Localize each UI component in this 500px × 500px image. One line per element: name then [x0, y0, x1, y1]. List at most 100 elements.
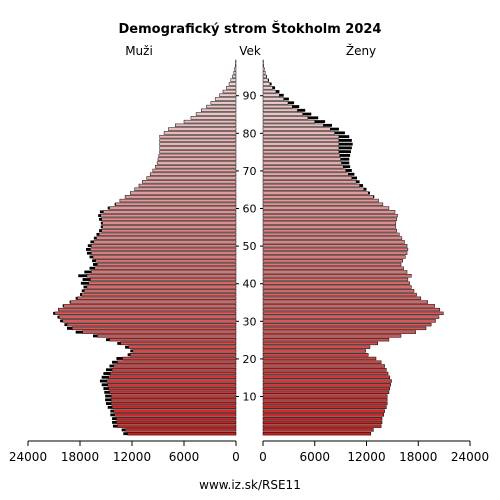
bar-women-age-0 [262, 431, 372, 436]
bar-men-age-78 [159, 138, 237, 143]
bar-men-age-52 [96, 236, 237, 240]
bar-women-age-49 [262, 247, 409, 252]
footer-text: www.iz.sk/RSE11 [199, 478, 301, 492]
surplus-men-age-0 [123, 432, 128, 436]
bar-women-age-78 [262, 138, 340, 143]
bar-women-age-15 [262, 375, 391, 379]
bar-women-age-4 [262, 416, 383, 421]
bar-men-age-83 [183, 119, 237, 124]
bar-men-age-1 [124, 428, 237, 432]
surplus-women-age-93 [269, 82, 272, 86]
bar-men-age-43 [91, 270, 237, 274]
bar-men-age-62 [119, 198, 237, 203]
surplus-men-age-24 [117, 342, 121, 345]
surplus-men-age-35 [69, 300, 71, 304]
bar-men-age-34 [63, 304, 237, 308]
bar-women-age-64 [262, 191, 369, 195]
bar-women-age-34 [262, 304, 435, 308]
center-label: Vek [239, 44, 261, 58]
surplus-women-age-69 [348, 172, 355, 176]
bar-women-age-1 [262, 428, 374, 432]
bar-women-age-52 [262, 236, 403, 240]
bar-men-age-26 [97, 334, 237, 338]
bar-men-age-31 [58, 315, 237, 319]
bar-men-age-53 [98, 232, 237, 237]
x-tick-label-left: 12000 [113, 450, 151, 464]
x-tick-label-right: 24000 [451, 450, 489, 464]
bar-women-age-95 [262, 74, 267, 79]
bar-women-age-74 [262, 153, 341, 158]
age-tick-label: 60 [243, 203, 257, 216]
bar-women-age-37 [262, 292, 417, 297]
surplus-men-age-39 [83, 285, 87, 289]
surplus-women-age-74 [339, 154, 351, 157]
bar-men-age-10 [110, 394, 237, 398]
surplus-men-age-44 [89, 266, 95, 270]
surplus-men-age-41 [82, 278, 91, 281]
bar-men-age-14 [106, 379, 237, 383]
surplus-men-age-11 [104, 390, 110, 394]
bar-women-age-63 [262, 195, 374, 199]
bar-men-age-88 [210, 101, 237, 105]
bar-men-age-94 [230, 78, 237, 82]
bar-women-age-56 [262, 221, 397, 225]
bar-women-age-51 [262, 240, 405, 244]
bar-women-age-94 [262, 78, 269, 82]
bar-men-age-12 [108, 386, 237, 391]
bar-men-age-6 [113, 409, 237, 413]
surplus-men-age-47 [89, 255, 93, 259]
bar-men-age-91 [222, 89, 237, 94]
bar-women-age-29 [262, 322, 432, 327]
bar-men-age-4 [116, 416, 237, 421]
surplus-men-age-46 [92, 259, 96, 263]
bar-men-age-30 [62, 319, 237, 323]
surplus-women-age-64 [368, 191, 370, 195]
bar-women-age-21 [262, 353, 369, 357]
bar-men-age-29 [66, 322, 237, 327]
surplus-men-age-6 [110, 409, 114, 413]
bar-men-age-13 [107, 383, 237, 387]
age-tick-label: 20 [243, 353, 257, 366]
surplus-men-age-26 [93, 334, 98, 338]
left-label: Muži [125, 44, 153, 58]
bar-men-age-22 [132, 349, 237, 353]
surplus-women-age-68 [351, 176, 358, 180]
bar-men-age-55 [102, 225, 237, 229]
surplus-men-age-51 [90, 240, 94, 244]
bar-women-age-27 [262, 330, 416, 334]
surplus-women-age-94 [268, 78, 270, 82]
bar-women-age-65 [262, 187, 365, 191]
surplus-women-age-86 [297, 108, 306, 112]
x-tick-label-left: 18000 [61, 450, 99, 464]
surplus-men-age-25 [106, 338, 110, 342]
bar-women-age-61 [262, 202, 384, 206]
bar-men-age-7 [111, 405, 237, 410]
age-tick-label: 50 [243, 240, 257, 253]
bar-men-age-73 [157, 157, 237, 161]
bar-men-age-15 [108, 375, 237, 379]
bar-women-age-91 [262, 89, 277, 94]
bar-men-age-57 [101, 217, 237, 222]
bar-women-age-40 [262, 281, 410, 285]
bar-women-age-68 [262, 176, 353, 180]
surplus-women-age-83 [314, 120, 326, 124]
bar-women-age-38 [262, 289, 415, 293]
bar-women-age-44 [262, 266, 404, 270]
bar-women-age-85 [262, 112, 303, 116]
bar-men-age-75 [159, 149, 237, 154]
bar-women-age-66 [262, 183, 360, 188]
surplus-women-age-66 [359, 184, 364, 187]
age-tick-label: 90 [243, 90, 257, 103]
bar-women-age-22 [262, 349, 366, 353]
surplus-women-age-85 [302, 112, 312, 116]
bar-women-age-92 [262, 86, 273, 90]
bar-men-age-33 [58, 307, 237, 312]
bar-men-age-59 [103, 210, 237, 214]
age-tick-label: 80 [243, 127, 257, 140]
bar-men-age-41 [90, 277, 237, 282]
bar-men-age-67 [142, 180, 237, 184]
bar-men-age-49 [90, 247, 237, 252]
bar-women-age-42 [262, 274, 412, 278]
bar-women-age-48 [262, 251, 408, 255]
surplus-men-age-10 [105, 394, 112, 398]
